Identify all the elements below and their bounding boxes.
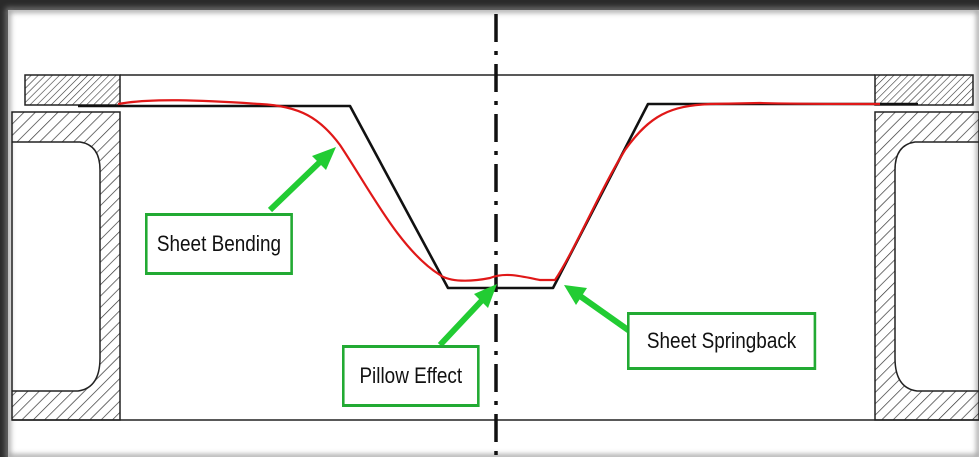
canvas-shadow <box>6 8 979 457</box>
blank-holder-left <box>24 74 121 106</box>
pillow-effect-label: Pillow Effect <box>342 345 480 407</box>
sheet-bending-label: Sheet Bending <box>145 213 293 275</box>
blank-holder-right <box>874 74 974 106</box>
sheet-springback-text: Sheet Springback <box>646 328 797 353</box>
arrow-sheet-bending <box>267 147 336 213</box>
arrow-pillow-effect <box>437 284 497 348</box>
pillow-effect-text: Pillow Effect <box>359 363 463 388</box>
nominal-profile-line <box>78 102 918 290</box>
sheet-springback-label: Sheet Springback <box>627 312 817 370</box>
die-right <box>874 111 979 421</box>
deformed-profile-curve <box>117 99 881 282</box>
die-left <box>11 111 121 421</box>
sheet-bending-text: Sheet Bending <box>156 231 282 256</box>
